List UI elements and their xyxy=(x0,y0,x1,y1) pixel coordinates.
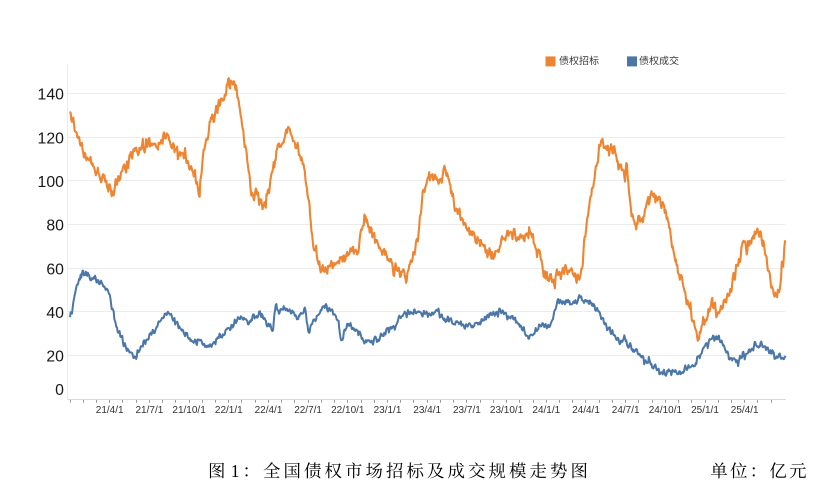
svg-text:24/1/1: 24/1/1 xyxy=(532,405,560,416)
svg-text:20: 20 xyxy=(46,349,64,366)
svg-text:140: 140 xyxy=(38,87,65,104)
svg-text:25/4/1: 25/4/1 xyxy=(731,405,759,416)
svg-text:100: 100 xyxy=(38,174,65,191)
svg-text:22/1/1: 22/1/1 xyxy=(215,405,243,416)
svg-text:23/10/1: 23/10/1 xyxy=(490,405,524,416)
svg-text:22/4/1: 22/4/1 xyxy=(255,405,283,416)
svg-text:23/7/1: 23/7/1 xyxy=(453,405,481,416)
svg-text:80: 80 xyxy=(46,218,64,235)
svg-text:0: 0 xyxy=(55,382,64,399)
svg-text:21/10/1: 21/10/1 xyxy=(172,405,206,416)
svg-text:24/4/1: 24/4/1 xyxy=(572,405,600,416)
svg-text:25/1/1: 25/1/1 xyxy=(691,405,719,416)
svg-text:22/10/1: 22/10/1 xyxy=(331,405,365,416)
svg-text:21/4/1: 21/4/1 xyxy=(96,405,124,416)
svg-text:22/7/1: 22/7/1 xyxy=(294,405,322,416)
svg-text:24/10/1: 24/10/1 xyxy=(649,405,683,416)
svg-text:1: 1 xyxy=(231,461,240,481)
svg-text:40: 40 xyxy=(46,305,64,322)
svg-text:21/7/1: 21/7/1 xyxy=(135,405,163,416)
svg-text:120: 120 xyxy=(38,130,65,147)
svg-text:24/7/1: 24/7/1 xyxy=(612,405,640,416)
svg-text:60: 60 xyxy=(46,261,64,278)
svg-text:23/1/1: 23/1/1 xyxy=(374,405,402,416)
svg-text:23/4/1: 23/4/1 xyxy=(413,405,441,416)
